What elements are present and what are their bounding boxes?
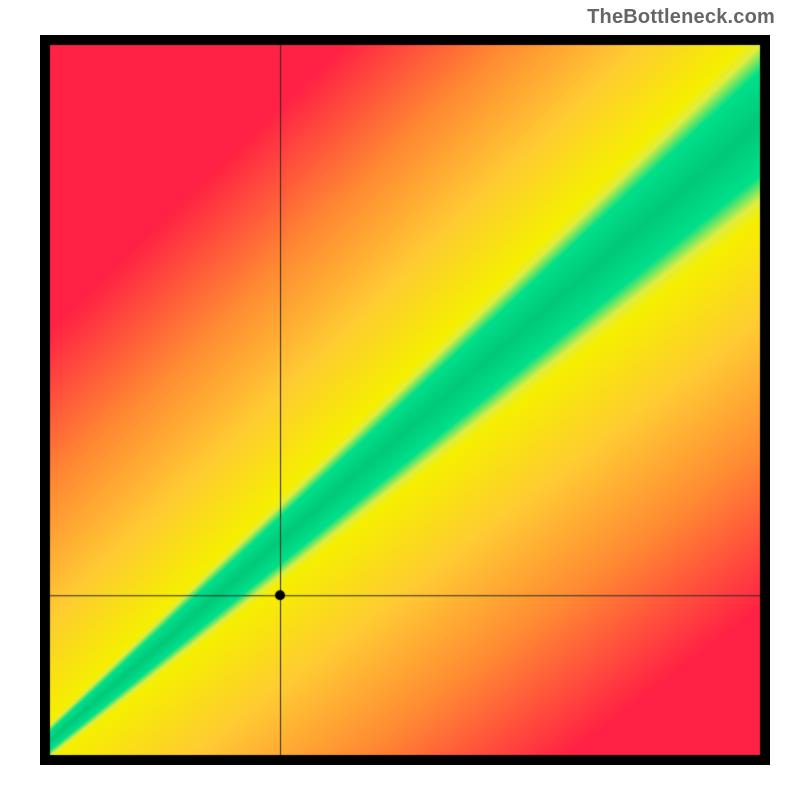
watermark-text: TheBottleneck.com — [587, 6, 775, 29]
plot-area — [40, 35, 770, 765]
heatmap-canvas — [40, 35, 770, 765]
chart-container: TheBottleneck.com — [0, 0, 800, 800]
